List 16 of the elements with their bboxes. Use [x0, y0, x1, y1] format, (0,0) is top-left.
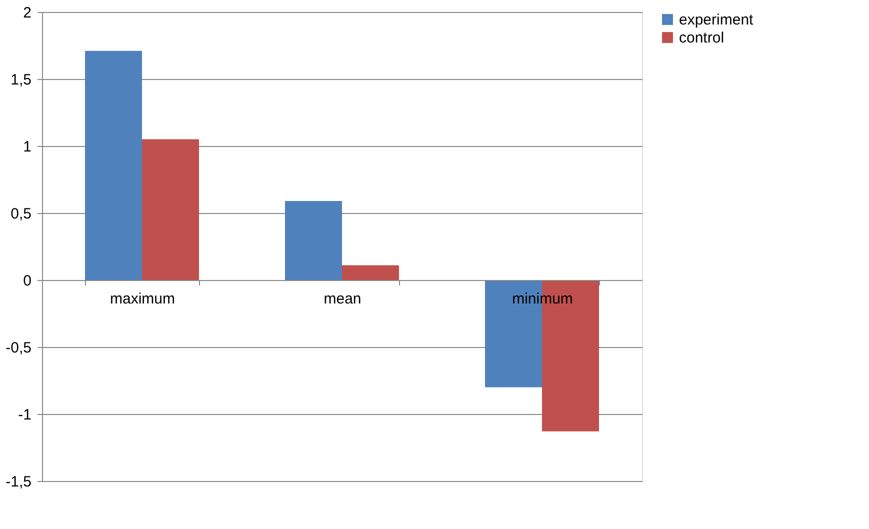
x-tick-label: maximum: [110, 290, 176, 308]
legend-label: experiment: [679, 12, 754, 28]
y-tick-label: -1,5: [6, 474, 32, 490]
y-tick-label: 1: [23, 138, 32, 156]
y-tick-label: 0,5: [10, 206, 32, 222]
bar: [342, 265, 399, 280]
y-tick-label: 0: [23, 272, 32, 290]
bar: [142, 139, 199, 280]
y-tick-label: -1: [18, 406, 32, 424]
y-tick-label: 2: [23, 4, 32, 22]
bar: [285, 200, 342, 280]
x-tick-label: mean: [324, 290, 362, 308]
y-tick-label: -0,5: [6, 340, 32, 356]
bar: [85, 50, 142, 280]
legend-label: control: [679, 30, 724, 46]
y-tick-label: 1,5: [10, 72, 32, 88]
